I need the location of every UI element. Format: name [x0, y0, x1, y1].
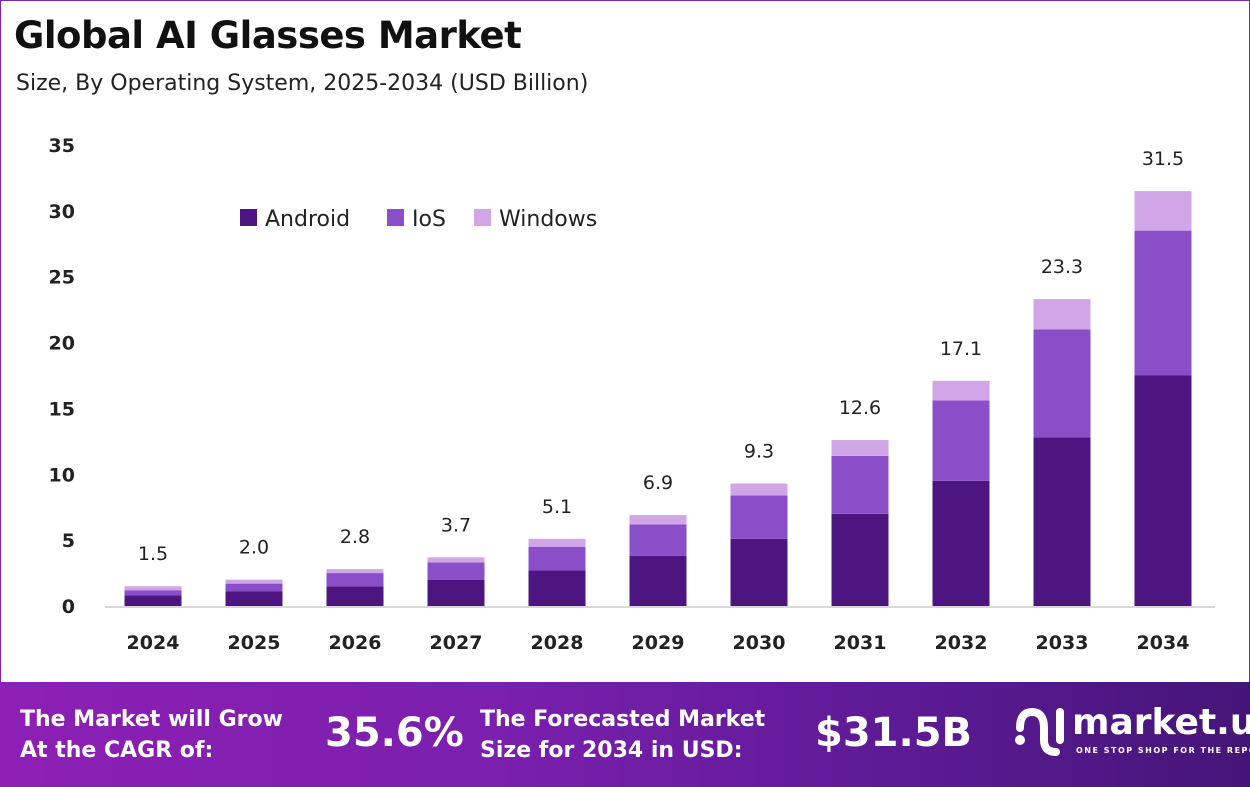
- forecast-label: The Forecasted Market Size for 2034 in U…: [480, 707, 766, 763]
- bar-segment-windows: [427, 557, 485, 563]
- x-tick-label: 2030: [733, 632, 786, 654]
- y-tick-label: 25: [49, 267, 75, 289]
- bar-segment-ios: [730, 495, 788, 539]
- bar-segment-android: [1134, 375, 1192, 606]
- x-tick-label: 2024: [127, 632, 180, 654]
- x-tick-label: 2034: [1137, 632, 1190, 654]
- bar-segment-ios: [124, 590, 182, 596]
- bar-segment-android: [932, 480, 990, 606]
- cagr-value: 35.6%: [325, 710, 464, 756]
- bar-total-label: 17.1: [940, 338, 982, 360]
- bar-total-label: 3.7: [441, 514, 471, 536]
- logo-tagline: ONE STOP SHOP FOR THE REPORTS: [1076, 746, 1250, 755]
- y-tick-label: 10: [49, 464, 75, 486]
- y-tick-label: 30: [49, 201, 75, 223]
- bar-segment-ios: [629, 524, 687, 556]
- bar-total-label: 2.0: [239, 537, 269, 559]
- bar-segment-windows: [831, 440, 889, 456]
- bar-segment-ios: [528, 546, 586, 571]
- bar-total-label: 9.3: [744, 441, 774, 463]
- bar-segment-windows: [326, 569, 384, 574]
- y-tick-label: 35: [49, 135, 75, 157]
- bar-total-label: 23.3: [1041, 256, 1083, 278]
- bar-segment-ios: [225, 583, 283, 592]
- bar-segment-ios: [831, 455, 889, 514]
- bar-segment-ios: [326, 573, 384, 587]
- x-tick-label: 2033: [1036, 632, 1089, 654]
- legend-label-windows: Windows: [499, 207, 597, 232]
- cagr-label: The Market will Grow At the CAGR of:: [20, 707, 283, 763]
- bar-segment-android: [326, 586, 384, 606]
- bar-segment-android: [831, 513, 889, 606]
- bar-segment-android: [528, 570, 586, 606]
- legend-label-android: Android: [265, 207, 350, 232]
- legend-swatch-ios: [387, 209, 404, 226]
- x-tick-label: 2029: [632, 632, 685, 654]
- chart-subtitle: Size, By Operating System, 2025-2034 (US…: [16, 71, 589, 96]
- bar-total-label: 1.5: [138, 543, 168, 565]
- x-tick-label: 2028: [531, 632, 584, 654]
- bar-segment-windows: [124, 586, 182, 591]
- bar-total-label: 12.6: [839, 397, 881, 419]
- bar-segment-ios: [1134, 230, 1192, 376]
- bar-segment-android: [730, 538, 788, 606]
- stacked-bar-chart: 051015202530351.520242.020252.820263.720…: [49, 135, 1215, 654]
- logo-name: market.us: [1072, 702, 1250, 743]
- bar-segment-ios: [427, 562, 485, 580]
- bar-segment-ios: [1033, 329, 1091, 438]
- legend-label-ios: IoS: [412, 207, 446, 232]
- bar-segment-android: [1033, 437, 1091, 606]
- x-tick-label: 2025: [228, 632, 281, 654]
- bar-segment-windows: [1033, 299, 1091, 330]
- x-tick-label: 2032: [935, 632, 988, 654]
- bar-segment-android: [124, 595, 182, 606]
- y-tick-label: 0: [62, 596, 75, 618]
- bar-segment-ios: [932, 400, 990, 481]
- bar-total-label: 5.1: [542, 496, 572, 518]
- bar-total-label: 6.9: [643, 472, 673, 494]
- bar-segment-android: [629, 555, 687, 606]
- x-tick-label: 2026: [329, 632, 382, 654]
- bar-total-label: 31.5: [1142, 148, 1184, 170]
- summary-banner: The Market will Grow At the CAGR of: 35.…: [0, 682, 1250, 787]
- y-tick-label: 5: [62, 530, 75, 552]
- logo-mark-icon: [1015, 707, 1064, 756]
- bar-segment-windows: [629, 515, 687, 525]
- y-tick-label: 15: [49, 398, 75, 420]
- bar-segment-windows: [730, 483, 788, 496]
- bar-segment-android: [427, 579, 485, 606]
- forecast-value: $31.5B: [815, 710, 973, 756]
- legend-swatch-android: [240, 209, 257, 226]
- bar-segment-windows: [225, 579, 283, 584]
- x-tick-label: 2031: [834, 632, 887, 654]
- legend-swatch-windows: [474, 209, 491, 226]
- bar-segment-windows: [1134, 191, 1192, 231]
- bar-total-label: 2.8: [340, 526, 370, 548]
- y-tick-label: 20: [49, 333, 75, 355]
- x-tick-label: 2027: [430, 632, 483, 654]
- bar-segment-windows: [528, 538, 586, 547]
- chart-title: Global AI Glasses Market: [14, 14, 522, 57]
- bar-segment-windows: [932, 380, 990, 401]
- bar-segment-android: [225, 591, 283, 606]
